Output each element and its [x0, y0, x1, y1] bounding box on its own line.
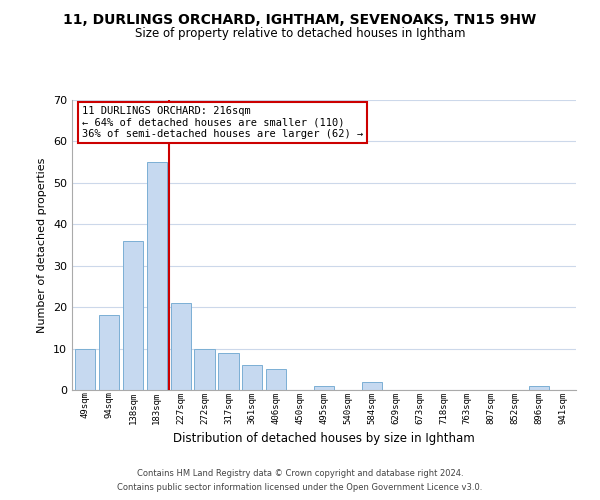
Bar [266, 370, 286, 390]
Bar [99, 316, 119, 390]
Bar [75, 348, 95, 390]
Bar [194, 348, 215, 390]
Text: Contains public sector information licensed under the Open Government Licence v3: Contains public sector information licen… [118, 484, 482, 492]
Bar [170, 303, 191, 390]
Bar [218, 352, 239, 390]
Y-axis label: Number of detached properties: Number of detached properties [37, 158, 47, 332]
X-axis label: Distribution of detached houses by size in Ightham: Distribution of detached houses by size … [173, 432, 475, 445]
Text: Size of property relative to detached houses in Ightham: Size of property relative to detached ho… [135, 28, 465, 40]
Bar [362, 382, 382, 390]
Text: 11, DURLINGS ORCHARD, IGHTHAM, SEVENOAKS, TN15 9HW: 11, DURLINGS ORCHARD, IGHTHAM, SEVENOAKS… [64, 12, 536, 26]
Text: 11 DURLINGS ORCHARD: 216sqm
← 64% of detached houses are smaller (110)
36% of se: 11 DURLINGS ORCHARD: 216sqm ← 64% of det… [82, 106, 364, 139]
Bar [529, 386, 549, 390]
Bar [123, 241, 143, 390]
Bar [314, 386, 334, 390]
Bar [146, 162, 167, 390]
Text: Contains HM Land Registry data © Crown copyright and database right 2024.: Contains HM Land Registry data © Crown c… [137, 468, 463, 477]
Bar [242, 365, 262, 390]
